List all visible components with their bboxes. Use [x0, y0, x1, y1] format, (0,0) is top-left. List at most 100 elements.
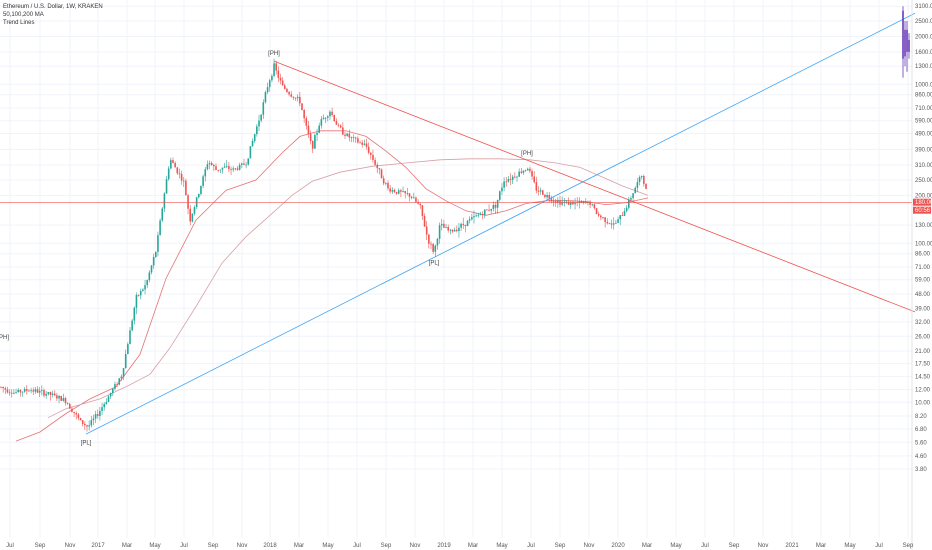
- candle-body: [43, 390, 45, 396]
- candle-body: [402, 191, 404, 192]
- candle-body: [17, 389, 19, 392]
- candle-body: [296, 96, 299, 99]
- candle-body: [217, 169, 219, 171]
- candle-body: [253, 134, 256, 141]
- candle-body: [204, 169, 207, 177]
- y-tick-label: 3.80: [915, 467, 927, 473]
- preview-body: [902, 10, 904, 59]
- y-tick-label: 48.00: [915, 292, 931, 298]
- candle-body: [0, 386, 2, 388]
- candle-body: [408, 193, 411, 197]
- candle-body: [440, 223, 443, 226]
- candle-body: [516, 176, 518, 178]
- candle-body: [256, 126, 258, 135]
- x-tick-label: Jul: [6, 543, 14, 549]
- candle-body: [346, 133, 348, 136]
- candle-body: [232, 168, 234, 170]
- x-tick-label: Sep: [555, 543, 566, 549]
- candle-body: [215, 166, 217, 170]
- candle-body: [84, 423, 86, 426]
- candle-body: [531, 171, 533, 177]
- candle-body: [643, 176, 645, 184]
- y-tick-label: 1300.00: [915, 64, 932, 70]
- last-price-badge: [913, 198, 931, 206]
- candle-body: [477, 214, 480, 216]
- candle-body: [303, 109, 305, 119]
- indicator-ma-label[interactable]: 50,100,200 MA: [3, 12, 44, 18]
- x-tick-label: 2020: [611, 543, 625, 549]
- candle-body: [124, 354, 127, 369]
- y-tick-label: 490.00: [915, 132, 932, 138]
- candle-body: [307, 125, 310, 134]
- trend-line-uptrend[interactable]: [85, 12, 916, 435]
- pivot-label: [PL]: [81, 440, 92, 446]
- candle-body: [591, 204, 594, 206]
- candle-body: [219, 169, 222, 171]
- candle-body: [636, 182, 639, 188]
- trend-line-downtrend[interactable]: [273, 60, 916, 313]
- candle-body: [344, 134, 346, 136]
- x-tick-label: Jul: [527, 543, 535, 549]
- candle-body: [19, 389, 22, 393]
- candle-body: [324, 117, 327, 119]
- candle-body: [425, 226, 428, 235]
- candle-body: [122, 368, 125, 377]
- indicator-trend-label[interactable]: Trend Lines: [3, 20, 35, 26]
- candle-body: [10, 392, 13, 394]
- candle-body: [178, 173, 181, 175]
- candle-body: [99, 411, 101, 416]
- candle-body: [382, 178, 385, 184]
- candle-body: [180, 173, 183, 181]
- candle-body: [507, 178, 510, 182]
- candle-body: [430, 243, 432, 245]
- candle-body: [249, 146, 252, 159]
- candle-body: [243, 163, 245, 165]
- y-tick-label: 8.20: [915, 414, 927, 420]
- y-tick-label: 59.00: [915, 278, 931, 284]
- candle-body: [198, 194, 200, 198]
- candle-body: [294, 97, 297, 99]
- candle-body: [281, 80, 284, 86]
- candle-body: [393, 190, 396, 193]
- candle-body: [460, 223, 462, 228]
- trend-lines[interactable]: [85, 12, 916, 435]
- preview-body: [908, 39, 910, 52]
- candle-body: [554, 201, 557, 203]
- candle-body: [101, 407, 103, 412]
- candle-body: [105, 401, 108, 404]
- candle-body: [150, 265, 153, 273]
- candle-body: [107, 396, 110, 402]
- time-axis[interactable]: Jul Sep Nov 2017 Mar May Jul Sep Nov 2018 Mar May Ju…: [6, 543, 914, 549]
- candle-body: [404, 191, 406, 194]
- candle-body: [64, 398, 67, 404]
- candle-body: [21, 391, 24, 393]
- candle-body: [292, 96, 295, 98]
- x-tick-label: Jul: [875, 543, 883, 549]
- candle-body: [449, 229, 452, 231]
- candle-body: [309, 133, 312, 141]
- candle-body: [127, 344, 129, 355]
- candle-body: [458, 227, 460, 232]
- candle-body: [385, 182, 387, 184]
- y-tick-label: 12.00: [915, 388, 931, 394]
- candle-body: [492, 204, 495, 209]
- countdown-value: 60:56: [915, 208, 931, 214]
- y-tick-label: 86.00: [915, 252, 931, 258]
- candle-body: [496, 199, 499, 208]
- candle-body: [548, 195, 551, 199]
- candle-body: [602, 217, 604, 219]
- candle-body: [327, 116, 329, 118]
- price-axis[interactable]: 3100.00 2500.00 2000.00 1600.00 1300.00 1000.…: [911, 0, 932, 550]
- candle-body: [36, 389, 39, 393]
- candle-body: [397, 190, 400, 194]
- candle-body: [582, 201, 585, 203]
- candle-body: [638, 177, 641, 183]
- candle-body: [505, 181, 508, 183]
- candle-body: [51, 393, 54, 395]
- candle-body: [529, 168, 531, 172]
- candle-body: [182, 180, 185, 182]
- symbol-title[interactable]: Ethereum / U.S. Dollar, 1W, KRAKEN: [3, 4, 103, 10]
- candle-body: [462, 223, 465, 225]
- x-tick-label: 2019: [437, 543, 451, 549]
